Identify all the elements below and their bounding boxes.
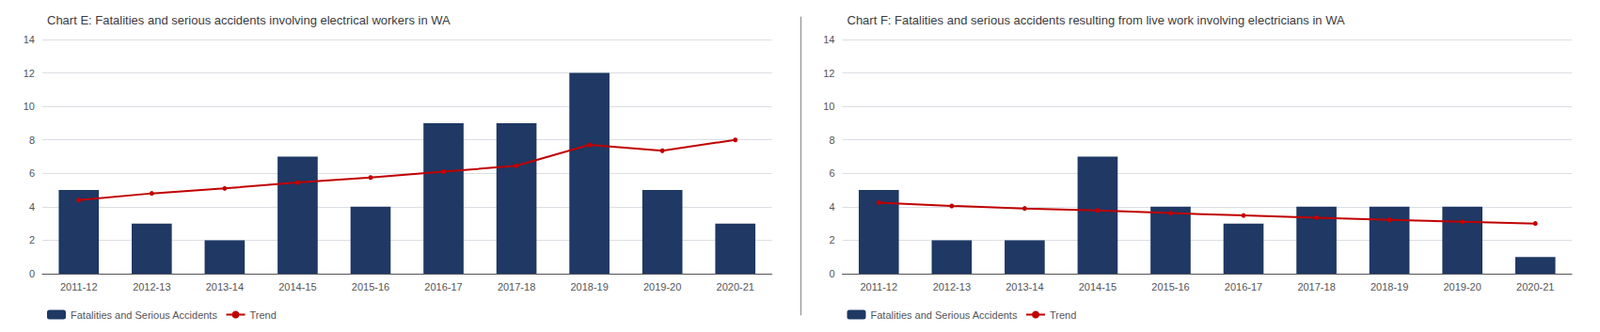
svg-text:2019-20: 2019-20 [643, 281, 682, 293]
svg-text:8: 8 [828, 134, 835, 146]
svg-text:2013-14: 2013-14 [1005, 281, 1044, 293]
svg-text:2013-14: 2013-14 [205, 281, 244, 293]
svg-text:2014-15: 2014-15 [278, 281, 317, 293]
svg-text:Chart E: Fatalities and seriou: Chart E: Fatalities and serious accident… [47, 13, 451, 28]
svg-text:2016-17: 2016-17 [424, 281, 462, 293]
svg-text:Fatalities and Serious Acciden: Fatalities and Serious Accidents [871, 309, 1018, 321]
svg-text:Trend: Trend [250, 309, 277, 321]
svg-text:2011-12: 2011-12 [60, 281, 98, 293]
svg-text:2015-16: 2015-16 [351, 281, 390, 293]
svg-text:2018-19: 2018-19 [570, 281, 608, 293]
svg-text:14: 14 [23, 33, 35, 46]
svg-text:2012-13: 2012-13 [933, 281, 971, 293]
svg-text:2019-20: 2019-20 [1442, 281, 1481, 293]
svg-text:Chart F: Fatalities and seriou: Chart F: Fatalities and serious accident… [847, 13, 1346, 28]
svg-text:2017-18: 2017-18 [1297, 281, 1335, 293]
svg-text:2015-16: 2015-16 [1151, 281, 1189, 293]
svg-text:2020-21: 2020-21 [716, 281, 755, 293]
svg-text:6: 6 [29, 167, 35, 179]
svg-text:2012-13: 2012-13 [132, 281, 171, 293]
svg-text:8: 8 [29, 134, 35, 146]
svg-text:10: 10 [823, 100, 835, 112]
svg-text:2018-19: 2018-19 [1370, 281, 1409, 293]
svg-text:0: 0 [828, 268, 835, 280]
svg-text:2: 2 [29, 234, 35, 246]
svg-text:2014-15: 2014-15 [1078, 281, 1117, 293]
svg-text:10: 10 [23, 100, 35, 112]
svg-text:2: 2 [828, 234, 835, 246]
svg-text:2017-18: 2017-18 [497, 281, 536, 293]
svg-text:2011-12: 2011-12 [859, 281, 898, 293]
svg-text:0: 0 [29, 268, 35, 280]
svg-text:Fatalities and Serious Acciden: Fatalities and Serious Accidents [70, 309, 218, 321]
svg-text:6: 6 [828, 167, 835, 179]
svg-text:4: 4 [29, 201, 35, 213]
svg-text:2020-21: 2020-21 [1516, 281, 1554, 293]
svg-text:14: 14 [823, 33, 835, 46]
svg-text:12: 12 [23, 67, 35, 80]
svg-text:2016-17: 2016-17 [1224, 281, 1263, 293]
svg-text:Trend: Trend [1049, 309, 1077, 321]
svg-text:4: 4 [828, 201, 835, 213]
svg-text:12: 12 [823, 67, 835, 80]
